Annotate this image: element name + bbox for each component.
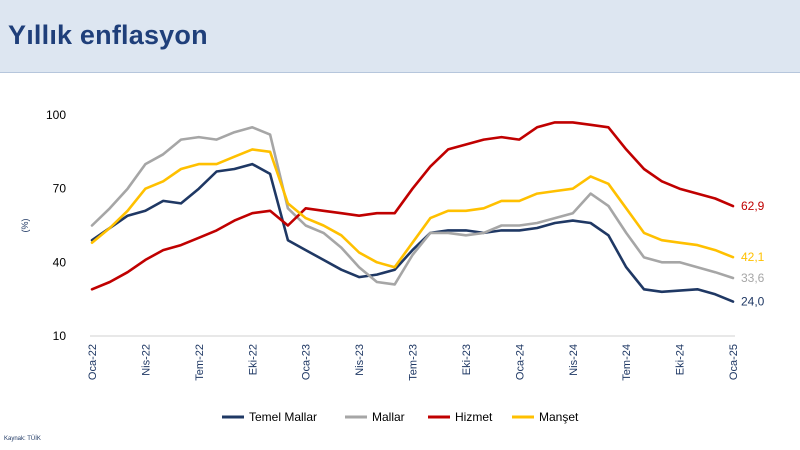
legend-label: Hizmet xyxy=(455,410,493,424)
x-tick-label: Eki-22 xyxy=(247,344,259,375)
title-bar: Yıllık enflasyon xyxy=(0,0,800,73)
x-tick-label: Nis-24 xyxy=(568,344,580,376)
source-note: Kaynak: TÜİK xyxy=(4,436,41,442)
series-line xyxy=(90,126,735,286)
legend-label: Mallar xyxy=(372,410,405,424)
x-tick-label: Tem-23 xyxy=(408,344,420,381)
y-tick-label: 100 xyxy=(46,108,66,122)
x-tick-label: Tem-24 xyxy=(621,344,633,381)
x-tick-label: Eki-23 xyxy=(461,344,473,375)
x-tick-label: Eki-24 xyxy=(675,344,687,375)
y-axis-label: (%) xyxy=(20,219,30,233)
x-tick-label: Oca-25 xyxy=(728,344,740,380)
page-title: Yıllık enflasyon xyxy=(8,20,208,50)
x-tick-label: Oca-24 xyxy=(514,344,526,380)
series-end-label: 24,0 xyxy=(741,295,765,309)
series-line xyxy=(90,148,735,269)
x-tick-label: Nis-22 xyxy=(140,344,152,376)
series-end-label: 33,6 xyxy=(741,271,765,285)
series-line xyxy=(90,162,735,303)
legend-label: Manşet xyxy=(539,410,579,424)
y-tick-label: 40 xyxy=(53,255,67,269)
y-tick-label: 70 xyxy=(53,182,67,196)
y-tick-label: 10 xyxy=(53,329,67,343)
series-end-label: 42,1 xyxy=(741,250,765,264)
legend-label: Temel Mallar xyxy=(249,410,317,424)
x-tick-label: Nis-23 xyxy=(354,344,366,376)
x-tick-label: Oca-22 xyxy=(87,344,99,380)
x-tick-label: Oca-23 xyxy=(301,344,313,380)
series-line xyxy=(90,121,735,291)
series-end-label: 62,9 xyxy=(741,199,765,213)
x-tick-label: Tem-22 xyxy=(194,344,206,381)
